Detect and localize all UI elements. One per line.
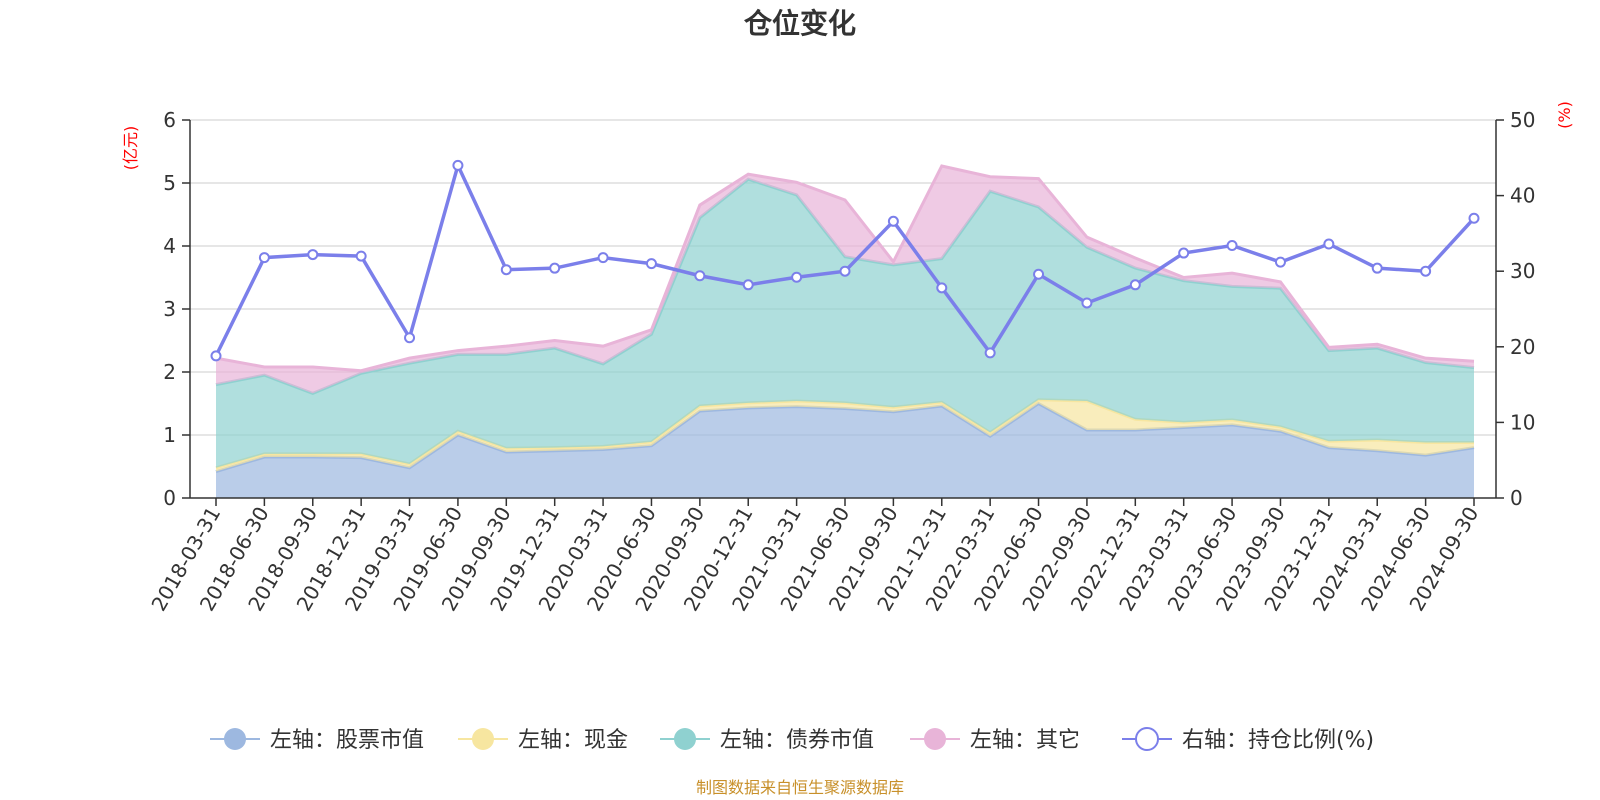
ratio-point [1371, 262, 1383, 274]
ratio-point [500, 264, 512, 276]
ratio-point [1274, 256, 1286, 268]
left-tick-label: 2 [163, 360, 176, 384]
area-series-3 [216, 179, 1474, 468]
ratio-point [355, 250, 367, 262]
right-tick-label: 10 [1510, 410, 1535, 434]
legend-marker-4 [924, 728, 946, 750]
ratio-point [307, 249, 319, 261]
legend-label-3: 左轴：债券市值 [720, 728, 874, 753]
ratio-point [1323, 238, 1335, 250]
ratio-point [1081, 297, 1093, 309]
x-axis-labels: 2018-03-312018-06-302018-09-302018-12-31… [146, 502, 1483, 615]
ratio-point [645, 258, 657, 270]
legend-label-1: 左轴：股票市值 [270, 728, 424, 753]
stacked-areas [215, 164, 1475, 498]
legend-label-5: 右轴：持仓比例(%) [1182, 728, 1374, 753]
ratio-point [1468, 212, 1480, 224]
holding-ratio-line [210, 159, 1480, 362]
ratio-point [549, 262, 561, 274]
ratio-point [1420, 265, 1432, 277]
area-edge-4 [215, 164, 1475, 373]
ratio-point [694, 270, 706, 282]
legend-marker-3 [674, 728, 696, 750]
legend: 左轴：股票市值 左轴：现金 左轴：债券市值 左轴：其它 右轴：持仓比例(%) [210, 727, 1374, 753]
right-axis-unit: (%) [1555, 101, 1574, 129]
ratio-point [452, 159, 464, 171]
right-tick-label: 30 [1510, 259, 1535, 283]
ratio-point [1226, 239, 1238, 251]
legend-marker-2 [472, 728, 494, 750]
ratio-point [984, 347, 996, 359]
ratio-point [404, 332, 416, 344]
left-tick-label: 4 [163, 234, 176, 258]
ratio-point [1033, 268, 1045, 280]
left-tick-label: 0 [163, 486, 176, 510]
left-tick-label: 6 [163, 108, 176, 132]
ratio-point [1129, 279, 1141, 291]
right-tick-label: 50 [1510, 108, 1535, 132]
ratio-point [597, 252, 609, 264]
ratio-point [742, 279, 754, 291]
right-tick-label: 40 [1510, 184, 1535, 208]
ratio-point [791, 271, 803, 283]
ratio-point [839, 265, 851, 277]
right-tick-label: 20 [1510, 335, 1535, 359]
left-tick-label: 1 [163, 423, 176, 447]
area-series-1 [216, 403, 1474, 498]
legend-label-2: 左轴：现金 [518, 728, 628, 753]
right-tick-label: 0 [1510, 486, 1523, 510]
chart-title: 仓位变化 [744, 7, 856, 40]
ratio-point [1178, 247, 1190, 259]
legend-marker-1 [224, 728, 246, 750]
ratio-point [887, 215, 899, 227]
ratio-point [936, 282, 948, 294]
ratio-point [258, 252, 270, 264]
left-tick-label: 3 [163, 297, 176, 321]
ratio-point [210, 350, 222, 362]
data-source-note: 制图数据来自恒生聚源数据库 [696, 778, 904, 797]
legend-marker-5 [1135, 727, 1159, 751]
left-tick-label: 5 [163, 171, 176, 195]
legend-label-4: 左轴：其它 [970, 728, 1080, 753]
left-axis-unit: (亿元) [121, 126, 140, 171]
axes: 0 1 2 3 4 5 6 0 10 20 30 40 50 [163, 108, 1535, 510]
